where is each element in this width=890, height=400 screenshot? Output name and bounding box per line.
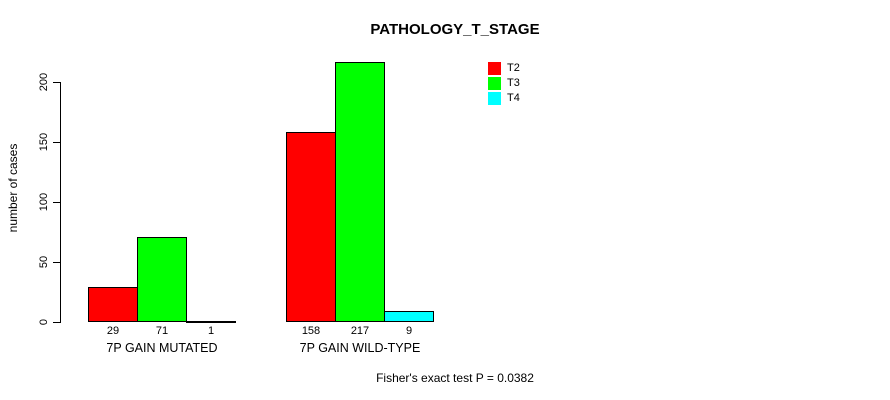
y-tick: [53, 322, 60, 323]
stat-annotation: Fisher's exact test P = 0.0382: [376, 371, 534, 385]
y-tick: [53, 262, 60, 263]
bar-t4-group0: [186, 321, 236, 323]
chart-title: PATHOLOGY_T_STAGE: [370, 21, 540, 38]
legend-label-t3: T3: [507, 77, 520, 89]
bar-t2-group0: [88, 287, 138, 322]
legend: T2 T3 T4: [488, 61, 520, 106]
legend-swatch-t4: [488, 92, 501, 105]
legend-swatch-t3: [488, 77, 501, 90]
y-tick-label: 200: [38, 72, 50, 92]
y-tick: [53, 142, 60, 143]
legend-label-t2: T2: [507, 62, 520, 74]
bar-value-label: 217: [350, 325, 370, 337]
bar-t3-group0: [137, 237, 187, 322]
y-tick-label: 150: [38, 132, 50, 152]
legend-swatch-t2: [488, 62, 501, 75]
y-tick-label: 50: [38, 255, 50, 269]
y-tick-label: 100: [38, 192, 50, 212]
bar-value-label: 29: [106, 325, 120, 337]
x-category-label: 7P GAIN WILD-TYPE: [299, 341, 421, 355]
bar-value-label: 71: [155, 325, 169, 337]
y-axis-label: number of cases: [6, 143, 20, 233]
bar-value-label: 158: [301, 325, 321, 337]
y-tick: [53, 82, 60, 83]
legend-item-t3: T3: [488, 76, 520, 91]
y-tick: [53, 202, 60, 203]
y-tick-label: 0: [38, 318, 50, 326]
x-category-label: 7P GAIN MUTATED: [106, 341, 218, 355]
bar-t2-group1: [286, 132, 336, 322]
bar-value-label: 1: [207, 325, 215, 337]
legend-item-t2: T2: [488, 61, 520, 76]
y-axis-line: [60, 82, 61, 323]
bar-t3-group1: [335, 62, 385, 322]
bar-value-label: 9: [405, 325, 413, 337]
legend-label-t4: T4: [507, 92, 520, 104]
bar-t4-group1: [384, 311, 434, 322]
legend-item-t4: T4: [488, 91, 520, 106]
